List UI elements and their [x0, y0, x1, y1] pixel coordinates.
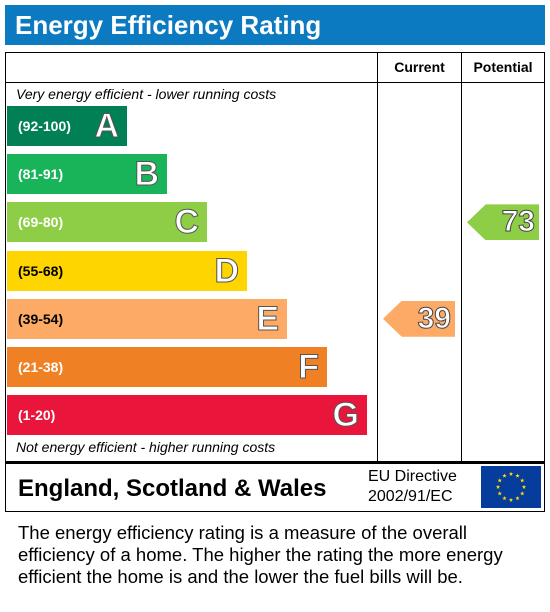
band-letter-d: D [214, 251, 240, 290]
band-c: (69-80) C [7, 202, 207, 243]
eu-star-icon [521, 484, 527, 489]
band-letter-a: A [94, 107, 120, 146]
eu-star-icon [508, 471, 514, 476]
description: The energy efficiency rating is a measur… [18, 522, 503, 587]
eu-flag-icon [481, 466, 541, 508]
eu-star-icon [508, 497, 514, 502]
band-g: (1-20) G [7, 395, 367, 436]
directive-line-2: 2002/91/EC [368, 488, 453, 505]
band-a: (92-100) A [7, 106, 127, 146]
current-column-divider [377, 52, 378, 462]
band-range-a: (92-100) [18, 118, 71, 134]
potential-column-header: Potential [473, 59, 533, 75]
band-range-e: (39-54) [18, 310, 64, 327]
eu-star-icon [520, 478, 525, 483]
band-b: (81-91) B [7, 154, 167, 195]
rating-table [5, 52, 545, 462]
eu-star-icon [495, 484, 501, 489]
eu-star-icon [520, 491, 525, 496]
bottom-note: Not energy efficient - higher running co… [16, 439, 276, 455]
eu-star-icon [515, 473, 520, 478]
eu-star-icon [497, 491, 502, 496]
current-rating-value: 39 [417, 301, 451, 335]
header-divider [5, 82, 545, 83]
band-f: (21-38) F [7, 347, 327, 387]
potential-column-divider [461, 52, 462, 462]
directive-line-1: EU Directive [368, 468, 457, 485]
band-letter-b: B [134, 155, 160, 194]
eu-star-icon [502, 495, 507, 501]
top-note: Very energy efficient - lower running co… [16, 86, 277, 102]
footer-directive: EU Directive 2002/91/EC [368, 467, 457, 507]
band-range-f: (21-38) [18, 359, 64, 375]
eu-star-icon [497, 478, 502, 483]
current-rating-indicator: 39 [383, 300, 455, 337]
band-letter-g: G [332, 396, 359, 435]
band-e: (39-54) E [7, 298, 287, 339]
eu-star-icon [502, 473, 507, 478]
footer-country: England, Scotland & Wales [18, 475, 327, 502]
band-range-b: (81-91) [18, 166, 64, 183]
eu-star-icon [515, 495, 520, 501]
band-letter-c: C [174, 203, 200, 242]
potential-rating-value: 73 [501, 205, 535, 239]
band-range-c: (69-80) [18, 214, 64, 231]
band-letter-f: F [298, 348, 320, 387]
band-range-d: (55-68) [18, 262, 64, 279]
current-column-header: Current [394, 59, 445, 75]
chart-title: Energy Efficiency Rating [5, 5, 545, 45]
band-letter-e: E [256, 299, 280, 338]
band-d: (55-68) D [7, 250, 247, 291]
band-range-g: (1-20) [18, 407, 56, 424]
footer [5, 462, 545, 512]
